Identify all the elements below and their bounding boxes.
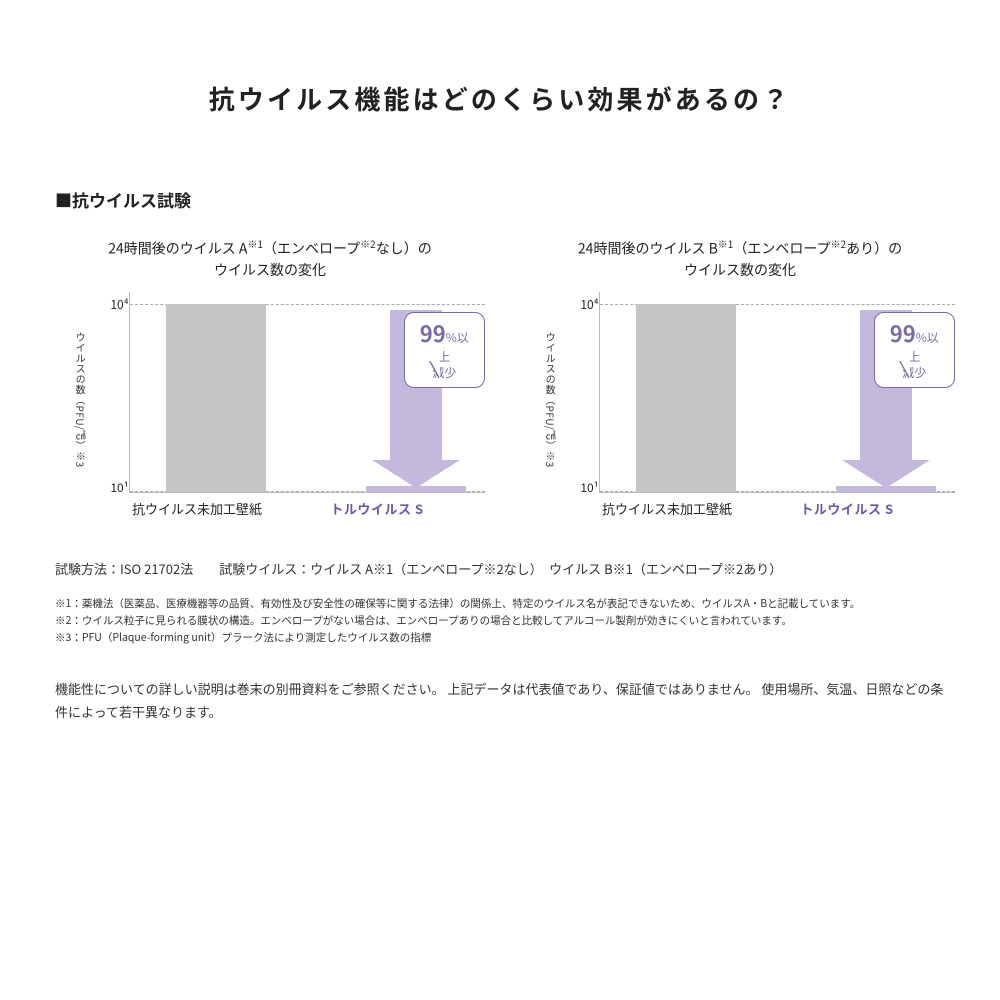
- page-title: 抗ウイルス機能はどのくらい効果があるの？: [55, 80, 945, 117]
- chart-b-subtitle: 24時間後のウイルス B※1（エンベロープ※2あり）の ウイルス数の変化: [525, 236, 955, 282]
- chart-virus-b: 24時間後のウイルス B※1（エンベロープ※2あり）の ウイルス数の変化 ウイル…: [525, 236, 955, 518]
- bar-untreated: [636, 304, 736, 492]
- y-tick-top: 10⁴: [580, 296, 598, 313]
- y-tick-top: 10⁴: [110, 296, 128, 313]
- bar-untreated: [166, 304, 266, 492]
- chart-a-subtitle: 24時間後のウイルス A※1（エンベロープ※2なし）の ウイルス数の変化: [55, 236, 485, 282]
- y-axis-label: ウイルスの数（PFU/㎠）※3: [543, 332, 558, 468]
- y-axis-label: ウイルスの数（PFU/㎠）※3: [73, 332, 88, 468]
- disclaimer-paragraph: 機能性についての詳しい説明は巻末の別冊資料をご参照ください。 上記データは代表値…: [55, 677, 945, 724]
- plot-area-a: 99%以上減少: [129, 292, 485, 493]
- test-method-note: 試験方法：ISO 21702法 試験ウイルス：ウイルス A※1（エンベロープ※2…: [55, 558, 945, 580]
- charts-row: 24時間後のウイルス A※1（エンベロープ※2なし）の ウイルス数の変化 ウイル…: [55, 236, 945, 518]
- fine-print: ※1：薬機法（医薬品、医療機器等の品質、有効性及び安全性の確保等に関する法律）の…: [55, 596, 945, 646]
- y-tick-bottom: 10¹: [110, 479, 128, 496]
- x-label-product: トルウイルス S: [757, 499, 937, 518]
- chart-virus-a: 24時間後のウイルス A※1（エンベロープ※2なし）の ウイルス数の変化 ウイル…: [55, 236, 485, 518]
- x-label-untreated: 抗ウイルス未加工壁紙: [107, 499, 287, 518]
- reduction-callout: 99%以上減少: [404, 312, 485, 388]
- y-tick-bottom: 10¹: [580, 479, 598, 496]
- x-label-untreated: 抗ウイルス未加工壁紙: [577, 499, 757, 518]
- x-label-product: トルウイルス S: [287, 499, 467, 518]
- section-heading: ■抗ウイルス試験: [55, 187, 945, 212]
- reduction-callout: 99%以上減少: [874, 312, 955, 388]
- plot-area-b: 99%以上減少: [599, 292, 955, 493]
